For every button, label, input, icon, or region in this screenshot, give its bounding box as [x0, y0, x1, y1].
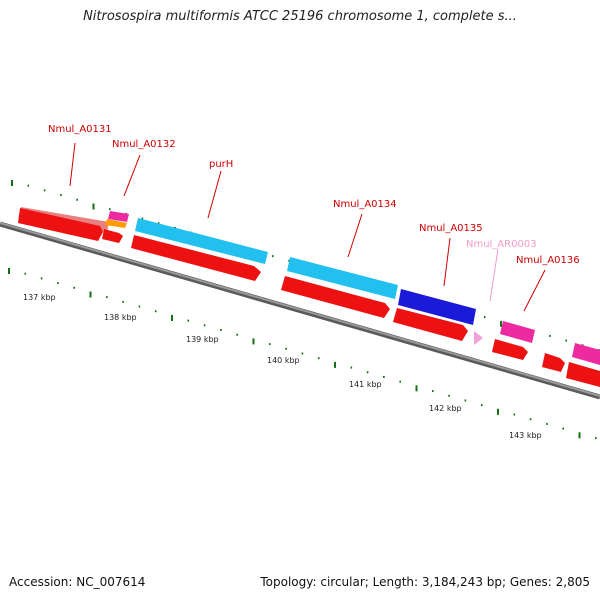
scale-label: 143 kbp	[509, 431, 542, 440]
gene-labels: Nmul_A0131 Nmul_A0132 purH Nmul_A0134 Nm…	[48, 124, 580, 266]
scale-label: 139 kbp	[186, 335, 219, 344]
gene-bar-nmul-a0136[interactable]	[500, 321, 535, 343]
scale-tick-row	[8, 268, 597, 439]
gene-bar-next-magenta[interactable]	[572, 343, 600, 365]
gene-label-nmul-a0135[interactable]: Nmul_A0135	[419, 223, 483, 234]
gene-label-nmul-ar0003[interactable]: Nmul_AR0003	[466, 239, 537, 250]
gene-label-nmul-a0131[interactable]: Nmul_A0131	[48, 124, 112, 135]
cds-arrow-2[interactable]	[102, 229, 123, 243]
cds-arrow-8[interactable]	[566, 362, 600, 387]
gene-bar-nmul-a0135[interactable]	[398, 289, 476, 325]
gene-track-features[interactable]	[18, 207, 600, 387]
gene-label-nmul-a0134[interactable]: Nmul_A0134	[333, 199, 397, 210]
rna-arrow-nmul-ar0003[interactable]	[474, 331, 483, 345]
scale-label: 142 kbp	[429, 404, 462, 413]
gene-label-nmul-a0132[interactable]: Nmul_A0132	[112, 139, 176, 150]
chromosome-backbone	[0, 221, 600, 400]
orange-feature[interactable]	[105, 219, 127, 228]
scale-label: 138 kbp	[104, 313, 137, 322]
scale-labels: 137 kbp 138 kbp 139 kbp 140 kbp 141 kbp …	[23, 293, 542, 440]
scale-label: 137 kbp	[23, 293, 56, 302]
topology-summary: Topology: circular; Length: 3,184,243 bp…	[260, 575, 590, 589]
map-title: Nitrosospira multiformis ATCC 25196 chro…	[83, 9, 517, 24]
label-leaders	[69, 142, 546, 312]
scale-label: 140 kbp	[267, 356, 300, 365]
gene-bar-nmul-a0134[interactable]	[287, 257, 398, 299]
cds-arrow-5[interactable]	[393, 308, 468, 341]
gene-bar-nmul-a0132[interactable]	[108, 211, 129, 222]
cds-arrow-3[interactable]	[131, 235, 261, 281]
cds-arrow-6[interactable]	[492, 339, 528, 360]
gene-label-nmul-a0136[interactable]: Nmul_A0136	[516, 255, 580, 266]
scale-label: 141 kbp	[349, 380, 382, 389]
accession-text: Accession: NC_007614	[9, 575, 146, 589]
cds-arrow-1[interactable]	[18, 208, 103, 241]
cds-arrow-4[interactable]	[281, 276, 390, 318]
gene-bar-purh[interactable]	[135, 218, 268, 264]
gene-label-purh[interactable]: purH	[209, 159, 233, 170]
cds-arrow-7[interactable]	[542, 353, 565, 372]
